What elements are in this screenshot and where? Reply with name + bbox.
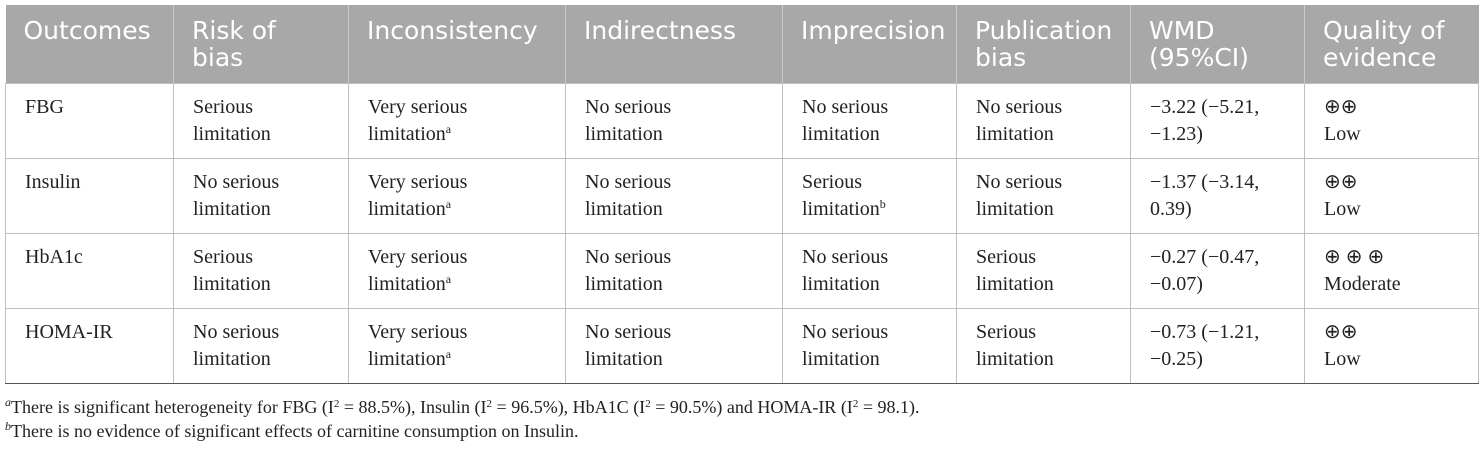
cell-inconsistency: Very serious limitationa bbox=[348, 308, 566, 384]
cell-wmd: −3.22 (−5.21, −1.23) bbox=[1130, 83, 1305, 159]
cell-wmd: −0.73 (−1.21, −0.25) bbox=[1130, 308, 1305, 384]
cell-publication-bias: No serious limitation bbox=[956, 158, 1131, 234]
cell-imprecision: No serious limitation bbox=[782, 233, 957, 309]
quality-symbols: ⊕ ⊕ ⊕ bbox=[1324, 246, 1385, 268]
cell-quality: ⊕⊕ Low bbox=[1304, 158, 1479, 234]
cell-outcome: HbA1c bbox=[5, 233, 174, 309]
cell-publication-bias: Serious limitation bbox=[956, 233, 1131, 309]
header-wmd: WMD (95%CI) bbox=[1130, 5, 1305, 84]
table-row: Insulin No serious limitation Very seriou… bbox=[5, 158, 1479, 234]
cell-risk-of-bias: No serious limitation bbox=[173, 158, 349, 234]
header-risk-of-bias: Risk of bias bbox=[173, 5, 349, 84]
cell-indirectness: No serious limitation bbox=[565, 233, 783, 309]
cell-inconsistency: Very serious limitationa bbox=[348, 233, 566, 309]
header-publication-bias: Publication bias bbox=[956, 5, 1131, 84]
footnote-marker: a bbox=[445, 122, 452, 136]
quality-symbols: ⊕⊕ bbox=[1324, 321, 1358, 343]
cell-wmd: −0.27 (−0.47, −0.07) bbox=[1130, 233, 1305, 309]
table-row: HOMA-IR No serious limitation Very seriou… bbox=[5, 308, 1479, 384]
cell-imprecision: Serious limitationb bbox=[782, 158, 957, 234]
header-row: Outcomes Risk of bias Inconsistency Indir… bbox=[5, 5, 1479, 84]
footnote-marker: a bbox=[445, 197, 452, 211]
cell-quality: ⊕⊕ Low bbox=[1304, 308, 1479, 384]
evidence-quality-table: Outcomes Risk of bias Inconsistency Indir… bbox=[5, 5, 1479, 384]
header-inconsistency: Inconsistency bbox=[348, 5, 566, 84]
cell-outcome: Insulin bbox=[5, 158, 174, 234]
cell-outcome: HOMA-IR bbox=[5, 308, 174, 384]
table-row: HbA1c Serious limitation Very serious limi… bbox=[5, 233, 1479, 309]
quality-symbols: ⊕⊕ bbox=[1324, 96, 1358, 118]
cell-inconsistency: Very serious limitationa bbox=[348, 158, 566, 234]
header-imprecision: Imprecision bbox=[782, 5, 957, 84]
cell-quality: ⊕⊕ Low bbox=[1304, 83, 1479, 159]
cell-wmd: −1.37 (−3.14, 0.39) bbox=[1130, 158, 1305, 234]
cell-indirectness: No serious limitation bbox=[565, 158, 783, 234]
cell-indirectness: No serious limitation bbox=[565, 83, 783, 159]
header-indirectness: Indirectness bbox=[565, 5, 783, 84]
footnote-marker: a bbox=[445, 347, 452, 361]
table-row: FBG Serious limitation Very serious limita… bbox=[5, 83, 1479, 159]
cell-outcome: FBG bbox=[5, 83, 174, 159]
cell-risk-of-bias: No serious limitation bbox=[173, 308, 349, 384]
footnote-marker: a bbox=[445, 272, 452, 286]
cell-imprecision: No serious limitation bbox=[782, 83, 957, 159]
cell-quality: ⊕ ⊕ ⊕ Moderate bbox=[1304, 233, 1479, 309]
cell-publication-bias: Serious limitation bbox=[956, 308, 1131, 384]
cell-publication-bias: No serious limitation bbox=[956, 83, 1131, 159]
table-footnotes: aThere is significant heterogeneity for … bbox=[5, 395, 919, 443]
footnote-marker: b bbox=[879, 197, 886, 211]
header-quality-of-evidence: Quality of evidence bbox=[1304, 5, 1479, 84]
cell-imprecision: No serious limitation bbox=[782, 308, 957, 384]
header-outcomes: Outcomes bbox=[5, 5, 174, 84]
cell-risk-of-bias: Serious limitation bbox=[173, 233, 349, 309]
quality-symbols: ⊕⊕ bbox=[1324, 171, 1358, 193]
footnote-b: bThere is no evidence of significant eff… bbox=[5, 419, 579, 441]
cell-indirectness: No serious limitation bbox=[565, 308, 783, 384]
footnote-a: aThere is significant heterogeneity for … bbox=[5, 395, 920, 417]
cell-inconsistency: Very serious limitationa bbox=[348, 83, 566, 159]
cell-risk-of-bias: Serious limitation bbox=[173, 83, 349, 159]
